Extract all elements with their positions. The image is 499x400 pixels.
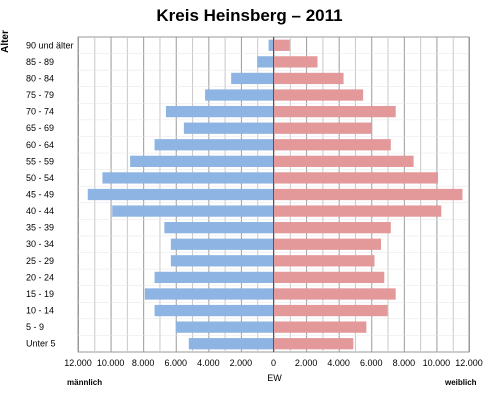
- x-tick-label: 6.000: [164, 358, 187, 368]
- female-side-label: weiblich: [445, 378, 477, 387]
- bar-weiblich: [273, 205, 442, 217]
- bar-maennlich: [130, 155, 274, 167]
- x-tick-label: 10.000: [97, 358, 125, 368]
- bar-weiblich: [273, 238, 382, 250]
- y-tick-label: 25 - 29: [26, 256, 54, 266]
- bar-maennlich: [144, 288, 274, 300]
- bar-weiblich: [273, 271, 385, 284]
- bar-weiblich: [273, 338, 354, 350]
- y-tick-label: 30 - 34: [26, 239, 54, 249]
- x-tick-label: 8.000: [393, 358, 416, 368]
- bar-weiblich: [273, 89, 364, 101]
- y-tick-label: 65 - 69: [26, 123, 54, 133]
- y-tick-label: 90 und älter: [26, 40, 74, 50]
- x-tick-label: 0: [271, 358, 276, 368]
- bar-maennlich: [188, 338, 274, 350]
- male-side-label: männlich: [67, 378, 103, 387]
- y-tick-label: 70 - 74: [26, 107, 54, 117]
- bar-maennlich: [165, 105, 274, 118]
- bar-weiblich: [273, 222, 391, 234]
- x-tick-label: 12.000: [455, 358, 483, 368]
- y-tick-label: 50 - 54: [26, 173, 54, 183]
- bar-weiblich: [273, 56, 318, 68]
- x-tick-label: 8.000: [132, 358, 155, 368]
- bar-weiblich: [273, 155, 414, 167]
- y-tick-label: 60 - 64: [26, 140, 54, 150]
- bar-weiblich: [273, 105, 396, 118]
- bar-weiblich: [273, 321, 367, 333]
- bar-weiblich: [273, 188, 463, 201]
- bar-maennlich: [102, 172, 274, 184]
- bar-weiblich: [273, 139, 391, 151]
- bar-maennlich: [257, 56, 274, 68]
- bar-weiblich: [273, 39, 290, 51]
- y-tick-label: 55 - 59: [26, 156, 54, 166]
- bar-maennlich: [175, 321, 274, 333]
- bar-weiblich: [273, 288, 396, 300]
- x-tick-label: 10.000: [423, 358, 451, 368]
- bar-maennlich: [154, 304, 274, 317]
- x-tick-label: 12.000: [64, 358, 92, 368]
- y-tick-label: 20 - 24: [26, 272, 54, 282]
- x-axis-title: EW: [267, 373, 282, 383]
- bar-maennlich: [164, 222, 274, 234]
- x-tick-label: 4.000: [327, 358, 350, 368]
- y-tick-label: 35 - 39: [26, 223, 54, 233]
- y-tick-label: 45 - 49: [26, 190, 54, 200]
- bar-weiblich: [273, 122, 372, 134]
- y-tick-label: 10 - 14: [26, 306, 54, 316]
- x-tick-label: 6.000: [360, 358, 383, 368]
- x-tick-label: 2.000: [230, 358, 253, 368]
- x-tick-label: 2.000: [295, 358, 318, 368]
- y-tick-label: Unter 5: [26, 339, 56, 349]
- y-tick-label: 85 - 89: [26, 57, 54, 67]
- y-tick-label: 75 - 79: [26, 90, 54, 100]
- y-tick-label: 80 - 84: [26, 73, 54, 83]
- bar-weiblich: [273, 172, 439, 184]
- x-tick-label: 4.000: [197, 358, 220, 368]
- bar-weiblich: [273, 72, 344, 85]
- bar-maennlich: [183, 122, 274, 134]
- bar-maennlich: [170, 238, 274, 250]
- bar-maennlich: [170, 255, 274, 267]
- bar-weiblich: [273, 304, 388, 317]
- bar-maennlich: [205, 89, 274, 101]
- bar-maennlich: [154, 139, 274, 151]
- chart-title: Kreis Heinsberg – 2011: [156, 6, 343, 25]
- y-tick-label: 5 - 9: [26, 322, 44, 332]
- bar-maennlich: [231, 72, 274, 85]
- bar-maennlich: [268, 39, 274, 51]
- y-tick-label: 15 - 19: [26, 289, 54, 299]
- bar-maennlich: [87, 188, 274, 201]
- bar-maennlich: [112, 205, 274, 217]
- y-tick-label: 40 - 44: [26, 206, 54, 216]
- bar-maennlich: [154, 271, 274, 284]
- bar-weiblich: [273, 255, 375, 267]
